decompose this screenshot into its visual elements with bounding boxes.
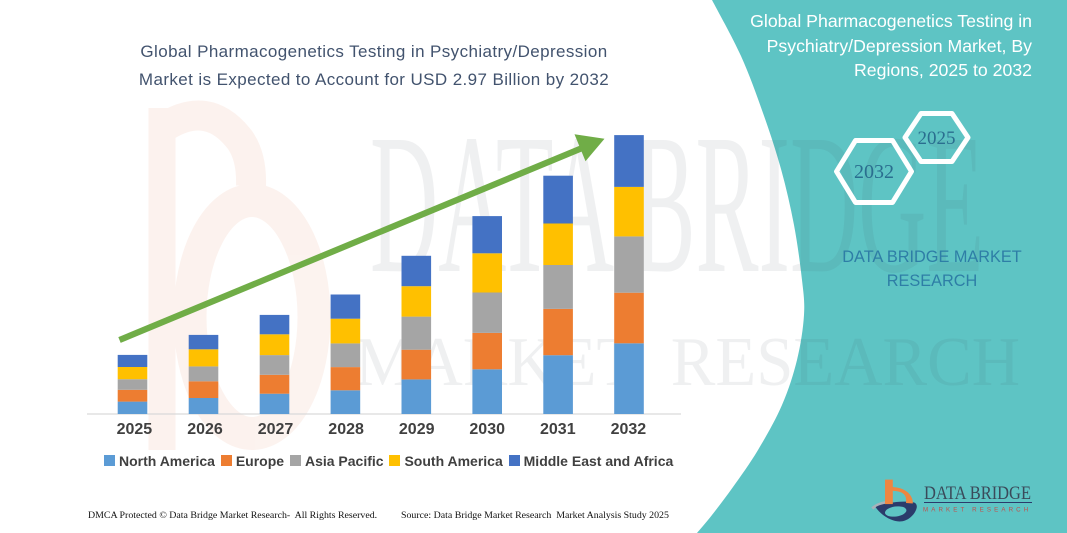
- svg-text:MARKET RESEARCH: MARKET RESEARCH: [355, 324, 1020, 401]
- svg-text:MARKET RESEARCH: MARKET RESEARCH: [923, 507, 1031, 514]
- svg-text:DATA BRIDGE: DATA BRIDGE: [924, 484, 1031, 504]
- svg-text:2032: 2032: [854, 161, 894, 183]
- svg-text:2025: 2025: [918, 128, 956, 149]
